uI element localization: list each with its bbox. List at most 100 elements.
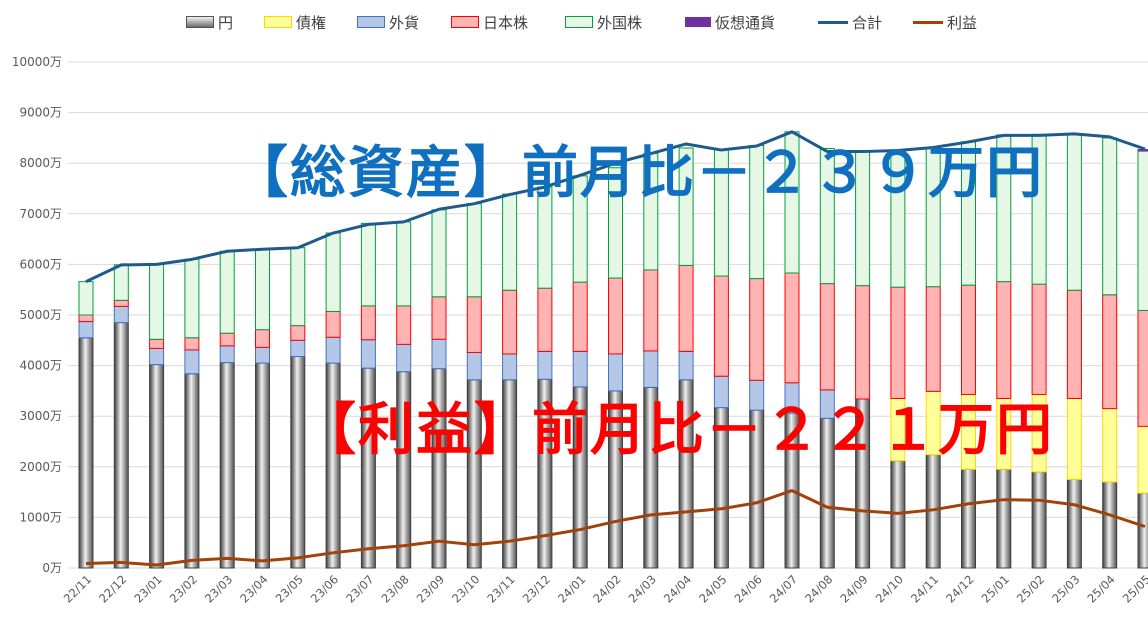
x-tick-label: 25/03	[1049, 572, 1082, 605]
bar-segment-foreign-currency	[290, 339, 306, 357]
line-profit	[85, 489, 1146, 567]
x-tick-label: 24/10	[873, 572, 906, 605]
x-tick-label: 23/06	[308, 572, 341, 605]
bar-segment-foreign-stock	[396, 221, 412, 307]
legend-label-profit: 利益	[947, 13, 978, 32]
bar-segment-yen	[1066, 478, 1082, 569]
bar-segment-yen	[78, 337, 94, 569]
bar-segment-jp-stock	[290, 325, 306, 341]
x-tick-label: 25/01	[979, 572, 1012, 605]
bar-segment-foreign-stock	[431, 209, 447, 298]
y-tick-label: 2000万	[19, 460, 62, 474]
bar-segment-foreign-stock	[325, 232, 341, 312]
bar-segment-jp-stock	[678, 264, 694, 352]
x-tick-label: 24/07	[767, 572, 800, 605]
x-tick-label: 23/07	[343, 572, 376, 605]
y-tick-label: 5000万	[19, 308, 62, 322]
bar-segment-foreign-stock	[1102, 137, 1118, 296]
x-tick-label: 23/02	[167, 572, 200, 605]
bar-segment-foreign-stock	[1137, 150, 1148, 311]
bar-segment-jp-stock	[961, 284, 976, 395]
y-tick-label: 7000万	[19, 207, 62, 221]
legend-swatch-foreign-stock	[565, 16, 593, 28]
bar-segment-jp-stock	[396, 305, 412, 345]
bar-segment-yen	[1137, 492, 1148, 569]
legend-item-foreign-currency: 外貨	[357, 10, 419, 34]
bar-segment-foreign-currency	[78, 321, 94, 339]
bar-segment-foreign-currency	[502, 353, 518, 381]
legend-item-foreign-stock: 外国株	[565, 10, 642, 34]
bar-segment-yen	[255, 362, 270, 569]
bar-segment-foreign-currency	[149, 347, 165, 366]
bar-segment-jp-stock	[1031, 283, 1047, 395]
bar-segment-foreign-stock	[678, 147, 694, 266]
bar-segment-jp-stock	[784, 272, 800, 384]
bar-segment-yen	[961, 468, 976, 569]
legend-swatch-profit	[913, 20, 943, 24]
y-tick-label: 3000万	[19, 409, 62, 423]
y-tick-label: 1000万	[19, 510, 62, 524]
bar-segment-jp-stock	[643, 269, 659, 352]
bar-segment-jp-stock	[749, 278, 765, 381]
bar-segment-jp-stock	[890, 286, 906, 399]
x-tick-label: 24/03	[626, 572, 659, 605]
legend-swatch-foreign-currency	[357, 16, 385, 28]
y-tick-label: 10000万	[12, 55, 62, 69]
legend-item-yen: 円	[186, 10, 233, 34]
bar-segment-foreign-stock	[360, 222, 376, 307]
legend-item-jp-stock: 日本株	[451, 10, 528, 34]
bar-segment-jp-stock	[819, 283, 835, 391]
bar-segment-crypto	[1137, 149, 1148, 152]
legend-swatch-total	[818, 20, 848, 24]
bar-segment-jp-stock	[713, 275, 729, 377]
x-tick-label: 24/09	[837, 572, 870, 605]
bar-segment-foreign-stock	[78, 281, 94, 316]
bar-segment-foreign-stock	[608, 167, 623, 279]
x-tick-label: 22/12	[96, 572, 129, 605]
bar-segment-foreign-currency	[219, 345, 235, 364]
profit-change-text: 【利益】前月比－２２１万円	[300, 398, 1054, 463]
x-tick-label: 24/02	[590, 572, 623, 605]
x-tick-label: 25/04	[1084, 572, 1117, 605]
x-tick-label: 23/10	[449, 572, 482, 605]
bar-segment-foreign-currency	[572, 350, 588, 388]
bar-segment-foreign-currency	[396, 343, 412, 373]
x-tick-label: 23/12	[520, 572, 553, 605]
legend-item-crypto: 仮想通貨	[685, 10, 775, 34]
y-tick-label: 0万	[42, 561, 62, 575]
bar-segment-foreign-stock	[466, 203, 482, 298]
bar-segment-foreign-currency	[184, 349, 200, 375]
legend-swatch-bond	[264, 16, 292, 28]
bar-segment-jp-stock	[996, 281, 1012, 399]
total-assets-change-text: 【総資産】前月比－２３９万円	[232, 141, 1044, 206]
bar-segment-foreign-currency	[678, 350, 694, 381]
bar-segment-yen	[149, 364, 165, 569]
bar-segment-jp-stock	[149, 338, 165, 349]
bar-segment-yen	[1031, 471, 1047, 569]
bar-segment-jp-stock	[255, 329, 270, 348]
bar-segment-jp-stock	[1066, 289, 1082, 399]
bar-segment-yen	[996, 468, 1012, 569]
bar-segment-yen	[1102, 481, 1118, 569]
bar-segment-jp-stock	[431, 296, 447, 340]
bar-segment-foreign-stock	[184, 258, 200, 339]
bar-segment-yen	[219, 362, 235, 569]
bar-segment-jp-stock	[360, 305, 376, 341]
bar-segment-jp-stock	[113, 299, 129, 307]
x-tick-label: 23/05	[273, 572, 306, 605]
x-tick-label: 24/01	[555, 572, 588, 605]
legend-label-yen: 円	[218, 13, 234, 32]
bar-segment-foreign-stock	[219, 250, 235, 334]
legend-label-total: 合計	[852, 13, 883, 32]
bar-segment-foreign-stock	[819, 148, 835, 285]
legend-label-foreign-currency: 外貨	[389, 13, 420, 32]
bar-segment-foreign-currency	[360, 339, 376, 369]
legend-swatch-yen	[186, 16, 214, 28]
y-tick-label: 6000万	[19, 257, 62, 271]
bar-segment-yen	[184, 373, 200, 569]
legend-item-bond: 債権	[264, 10, 326, 34]
bar-segment-foreign-stock	[255, 248, 270, 331]
bar-segment-jp-stock	[502, 289, 518, 355]
bar-segment-foreign-stock	[1066, 133, 1082, 291]
